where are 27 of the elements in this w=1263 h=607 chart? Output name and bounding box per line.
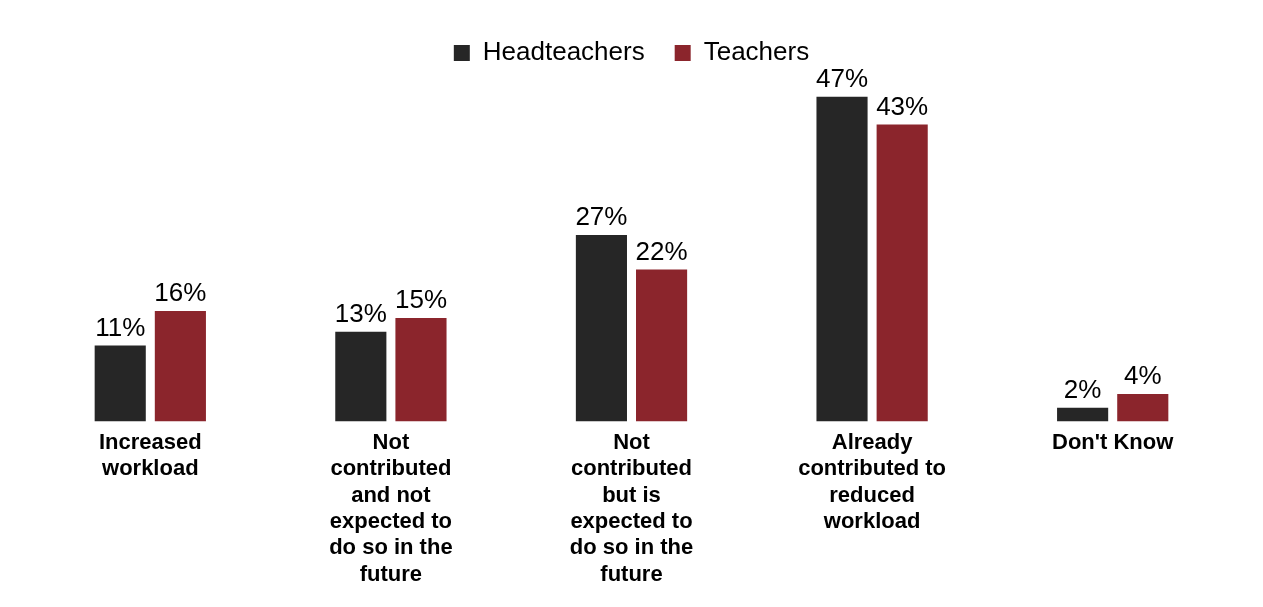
data-label: 15% [394,284,447,315]
bar [636,269,688,422]
x-tick-label: Increased workload [98,428,202,481]
bar [876,124,928,422]
bar [335,331,387,422]
x-tick-label: Don't Know [1052,428,1175,454]
x-tick-label: Already contributed to reduced workload [798,428,947,534]
data-label: 27% [575,201,628,232]
bar [154,311,206,422]
legend-label: Headteachers [482,36,645,67]
bar [1117,393,1169,422]
data-label: 16% [154,277,207,308]
x-tick-label: Not contributed and not expected to do so in the future [329,428,453,586]
data-label: 11% [95,311,146,342]
data-label: 43% [876,90,929,121]
legend-label: Teachers [703,36,810,67]
bar [94,345,146,422]
bar [575,234,627,422]
data-label: 13% [334,297,387,328]
bar [395,317,447,422]
data-label: 2% [1063,373,1102,404]
data-label: 22% [635,235,688,266]
data-label: 47% [816,62,869,93]
bar [816,96,868,422]
x-tick-label: Not contributed but is expected to do so in the future [569,428,694,586]
bar [1057,407,1109,422]
data-label: 4% [1123,360,1162,391]
